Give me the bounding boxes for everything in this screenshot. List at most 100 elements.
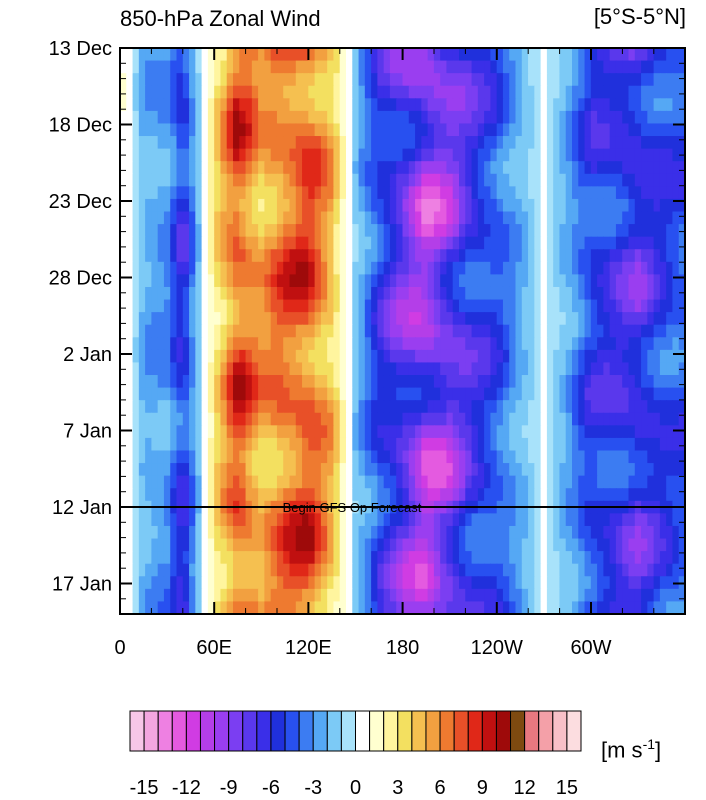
heatmap-cell xyxy=(352,588,360,603)
heatmap-cell xyxy=(358,198,366,213)
heatmap-cell xyxy=(308,198,316,213)
heatmap-cell xyxy=(421,224,429,238)
heatmap-cell xyxy=(270,513,278,527)
heatmap-cell xyxy=(251,98,259,112)
heatmap-cell xyxy=(377,261,385,275)
heatmap-cell xyxy=(477,463,485,477)
heatmap-cell xyxy=(308,488,316,502)
heatmap-cell xyxy=(634,463,642,477)
heatmap-cell xyxy=(641,249,648,263)
heatmap-cell xyxy=(615,173,623,187)
heatmap-cell xyxy=(528,224,535,238)
heatmap-cell xyxy=(484,48,491,62)
heatmap-cell xyxy=(195,98,203,112)
heatmap-cell xyxy=(276,337,284,351)
colorbar-label: -9 xyxy=(220,777,238,799)
heatmap-cell xyxy=(201,198,209,213)
heatmap-cell xyxy=(465,588,473,603)
heatmap-cell xyxy=(132,601,140,614)
heatmap-cell xyxy=(138,173,146,187)
heatmap-cell xyxy=(126,148,134,162)
heatmap-cell xyxy=(609,450,617,464)
heatmap-cell xyxy=(258,261,265,275)
heatmap-cell xyxy=(195,412,203,426)
heatmap-cell xyxy=(653,588,661,603)
heatmap-cell xyxy=(641,73,648,87)
heatmap-cell xyxy=(415,463,422,477)
heatmap-cell xyxy=(396,601,404,614)
heatmap-cell xyxy=(546,412,554,426)
heatmap-cell xyxy=(465,450,473,464)
heatmap-cell xyxy=(578,349,586,364)
heatmap-cell xyxy=(145,513,152,527)
heatmap-cell xyxy=(371,412,378,426)
heatmap-cell xyxy=(226,450,234,464)
heatmap-cell xyxy=(201,249,209,263)
heatmap-cell xyxy=(189,349,196,364)
heatmap-cell xyxy=(628,375,636,389)
heatmap-cell xyxy=(189,286,196,301)
heatmap-cell xyxy=(346,110,353,125)
heatmap-cell xyxy=(295,525,303,540)
heatmap-cell xyxy=(408,525,416,540)
heatmap-cell xyxy=(251,110,259,125)
heatmap-cell xyxy=(565,400,573,414)
heatmap-cell xyxy=(389,588,397,603)
heatmap-cell xyxy=(163,236,171,250)
heatmap-cell xyxy=(346,349,353,364)
heatmap-cell xyxy=(207,463,215,477)
heatmap-cell xyxy=(145,437,152,452)
heatmap-cell xyxy=(427,525,435,540)
heatmap-cell xyxy=(283,349,291,364)
heatmap-cell xyxy=(258,48,265,62)
heatmap-cell xyxy=(126,551,134,565)
heatmap-cell xyxy=(572,161,579,175)
heatmap-cell xyxy=(151,349,159,364)
heatmap-cell xyxy=(590,173,598,187)
heatmap-cell xyxy=(402,563,410,577)
heatmap-cell xyxy=(590,161,598,175)
heatmap-cell xyxy=(666,186,674,200)
heatmap-cell xyxy=(377,475,385,489)
heatmap-cell xyxy=(641,525,648,540)
heatmap-cell xyxy=(220,400,228,414)
heatmap-cell xyxy=(289,375,297,389)
heatmap-cell xyxy=(352,312,360,326)
heatmap-cell xyxy=(352,437,360,452)
heatmap-cell xyxy=(371,299,378,313)
heatmap-cell xyxy=(270,576,278,590)
heatmap-cell xyxy=(145,475,152,489)
heatmap-cell xyxy=(276,173,284,187)
heatmap-cell xyxy=(339,148,347,162)
heatmap-cell xyxy=(170,236,178,250)
heatmap-cell xyxy=(509,198,517,213)
heatmap-cell xyxy=(352,538,360,552)
heatmap-cell xyxy=(314,224,322,238)
heatmap-cell xyxy=(320,299,328,313)
heatmap-cell xyxy=(276,236,284,250)
heatmap-cell xyxy=(182,551,190,565)
heatmap-cell xyxy=(151,400,159,414)
heatmap-cell xyxy=(302,98,309,112)
heatmap-cell xyxy=(352,60,360,74)
heatmap-cell xyxy=(270,249,278,263)
heatmap-cell xyxy=(634,110,642,125)
heatmap-cell xyxy=(233,60,240,74)
heatmap-cell xyxy=(320,261,328,275)
heatmap-cell xyxy=(270,211,278,225)
heatmap-cell xyxy=(233,48,240,62)
heatmap-cell xyxy=(182,513,190,527)
heatmap-cell xyxy=(120,261,127,275)
heatmap-cell xyxy=(189,601,196,614)
heatmap-cell xyxy=(201,349,209,364)
heatmap-cell xyxy=(214,299,222,313)
heatmap-cell xyxy=(597,236,604,250)
heatmap-cell xyxy=(245,98,253,112)
heatmap-cell xyxy=(421,286,429,301)
heatmap-cell xyxy=(245,412,253,426)
heatmap-cell xyxy=(546,400,554,414)
heatmap-cell xyxy=(433,60,441,74)
heatmap-cell xyxy=(433,362,441,376)
heatmap-cell xyxy=(226,400,234,414)
heatmap-cell xyxy=(678,299,685,313)
